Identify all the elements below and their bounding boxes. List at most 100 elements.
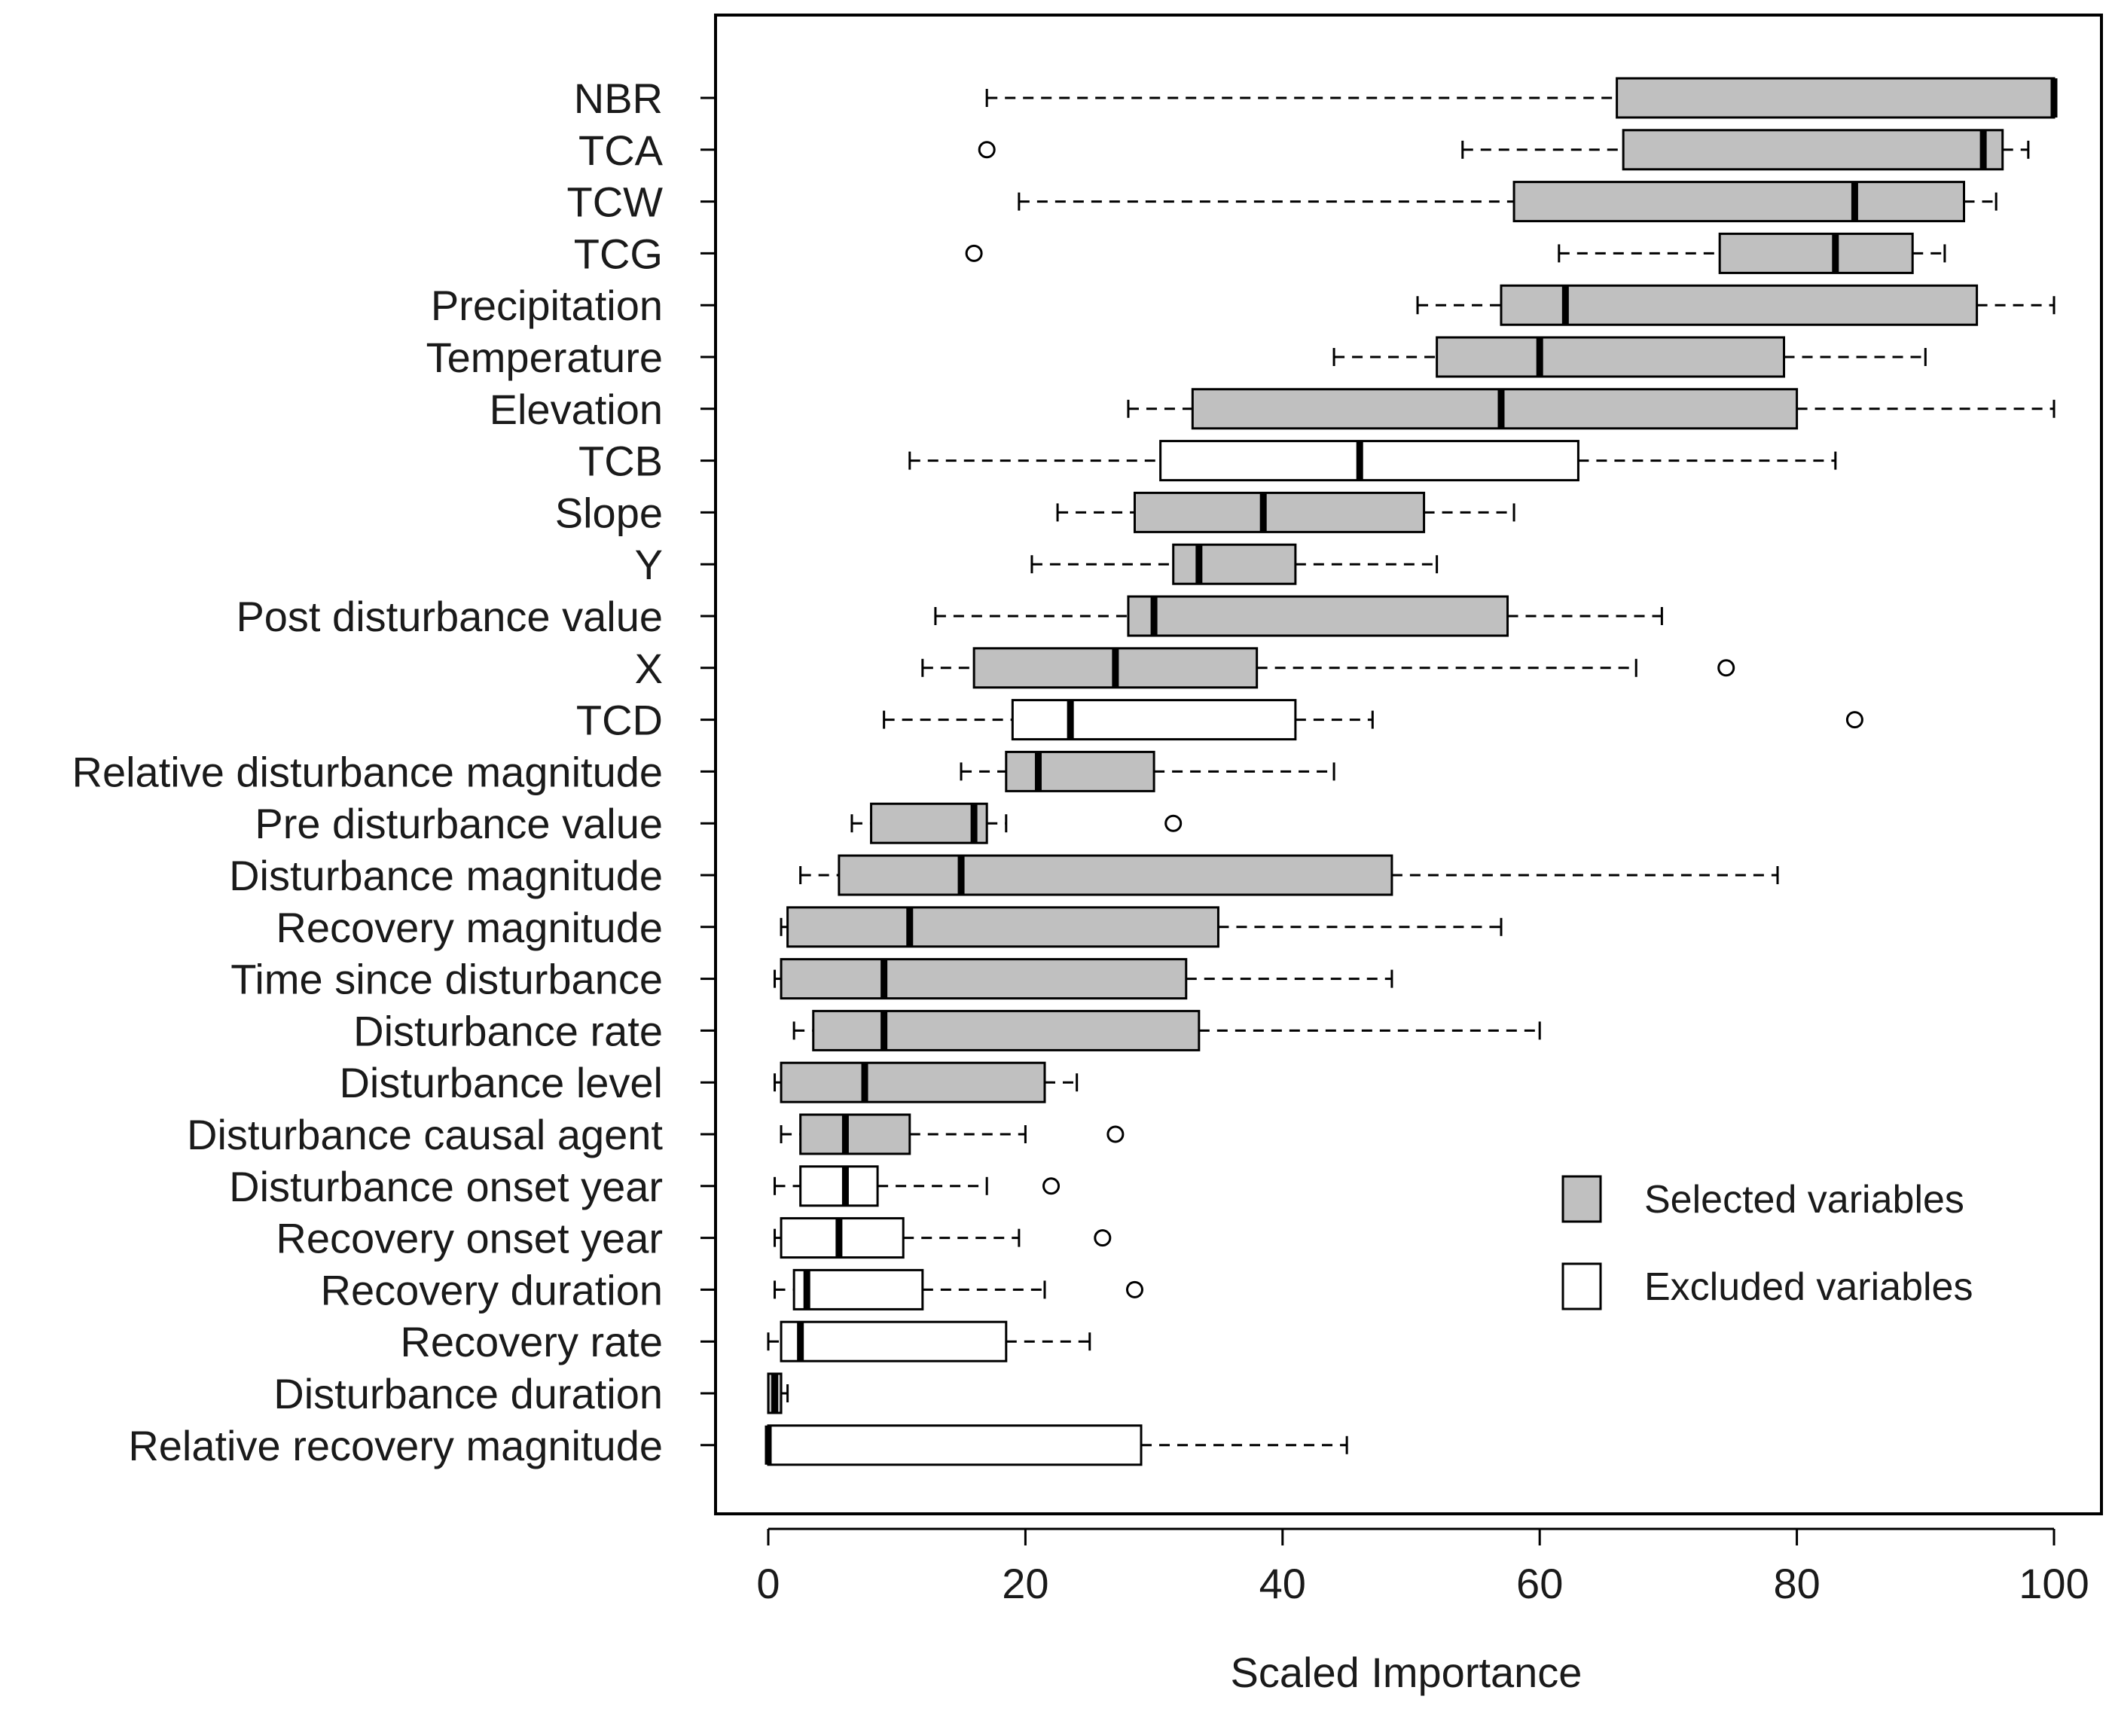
category-label: Pre disturbance value bbox=[255, 800, 663, 847]
box-tcg bbox=[700, 232, 1946, 274]
category-label: TCG bbox=[574, 230, 663, 277]
x-tick-label: 80 bbox=[1773, 1560, 1820, 1607]
legend-label-excluded: Excluded variables bbox=[1644, 1265, 1973, 1309]
box-post-disturbance-value bbox=[700, 595, 1663, 637]
category-label: TCD bbox=[576, 697, 663, 744]
outlier-point bbox=[1164, 814, 1183, 832]
box-iqr bbox=[1191, 388, 1799, 430]
box-recovery-magnitude bbox=[700, 906, 1503, 948]
category-label: Relative disturbance magnitude bbox=[72, 748, 663, 795]
box-temperature bbox=[700, 336, 1927, 378]
category-label: NBR bbox=[574, 75, 663, 122]
box-pre-disturbance-value bbox=[700, 802, 1183, 844]
category-label: Temperature bbox=[426, 334, 663, 381]
box-disturbance-magnitude bbox=[700, 854, 1779, 896]
category-label: Y bbox=[635, 541, 663, 588]
outlier-point bbox=[965, 244, 983, 262]
box-iqr bbox=[792, 1268, 924, 1310]
category-label: Disturbance rate bbox=[353, 1007, 663, 1054]
box-iqr bbox=[1133, 491, 1426, 533]
category-label: Recovery onset year bbox=[276, 1215, 663, 1262]
box-iqr bbox=[870, 802, 988, 844]
category-label: TCA bbox=[578, 127, 664, 174]
box-elevation bbox=[700, 388, 2056, 430]
category-label: X bbox=[635, 645, 663, 692]
x-tick-label: 0 bbox=[756, 1560, 780, 1607]
box-y bbox=[700, 543, 1439, 585]
box-iqr bbox=[780, 958, 1188, 1000]
box-disturbance-causal-agent bbox=[700, 1113, 1125, 1155]
box-series bbox=[700, 77, 2058, 1466]
box-iqr bbox=[838, 854, 1393, 896]
category-label: Time since disturbance bbox=[230, 956, 663, 1003]
box-iqr bbox=[1500, 284, 1979, 326]
box-iqr bbox=[780, 1320, 1008, 1362]
category-label: Disturbance causal agent bbox=[187, 1111, 663, 1158]
box-iqr bbox=[786, 906, 1219, 948]
box-iqr bbox=[1011, 699, 1297, 741]
x-tick-label: 100 bbox=[2019, 1560, 2089, 1607]
category-label: TCW bbox=[566, 178, 663, 226]
outlier-point bbox=[1845, 711, 1863, 729]
box-iqr bbox=[767, 1424, 1143, 1466]
category-label: Relative recovery magnitude bbox=[128, 1422, 663, 1469]
box-tca bbox=[700, 129, 2030, 171]
box-iqr bbox=[1005, 750, 1155, 792]
box-recovery-rate bbox=[700, 1320, 1091, 1362]
category-label: Post disturbance value bbox=[236, 593, 663, 640]
box-iqr bbox=[1512, 181, 1966, 223]
box-tcd bbox=[700, 699, 1863, 741]
box-disturbance-rate bbox=[700, 1009, 1541, 1051]
plot-frame bbox=[714, 14, 2103, 1515]
box-precipitation bbox=[700, 284, 2056, 326]
outlier-point bbox=[1094, 1229, 1112, 1247]
box-iqr bbox=[799, 1113, 911, 1155]
box-tcb bbox=[700, 440, 1837, 482]
box-relative-recovery-magnitude bbox=[700, 1424, 1348, 1466]
legend-swatch-selected bbox=[1561, 1175, 1602, 1223]
box-slope bbox=[700, 491, 1515, 533]
category-label: Precipitation bbox=[431, 282, 663, 329]
category-label: TCB bbox=[578, 438, 663, 485]
outlier-point bbox=[1717, 659, 1735, 677]
legend: Selected variables Excluded variables bbox=[1561, 1175, 1973, 1310]
box-relative-disturbance-magnitude bbox=[700, 750, 1335, 792]
category-label: Disturbance duration bbox=[273, 1370, 663, 1417]
box-iqr bbox=[1159, 440, 1579, 482]
box-iqr bbox=[1436, 336, 1786, 378]
outlier-point bbox=[1125, 1280, 1143, 1298]
box-iqr bbox=[799, 1165, 879, 1207]
box-disturbance-duration bbox=[700, 1372, 789, 1414]
x-axis-title: Scaled Importance bbox=[1231, 1649, 1582, 1696]
box-nbr bbox=[700, 77, 2058, 119]
box-recovery-duration bbox=[700, 1268, 1143, 1310]
category-label: Recovery magnitude bbox=[276, 904, 663, 951]
box-iqr bbox=[1622, 129, 2004, 171]
category-label: Disturbance onset year bbox=[229, 1163, 663, 1210]
box-disturbance-onset-year bbox=[700, 1165, 1061, 1207]
category-label: Elevation bbox=[490, 386, 663, 433]
box-iqr bbox=[1718, 232, 1914, 274]
category-label: Slope bbox=[555, 489, 663, 536]
box-tcw bbox=[700, 181, 1998, 223]
x-axis: 0 20 40 60 80 100 bbox=[756, 1527, 2089, 1607]
legend-swatch-excluded bbox=[1561, 1262, 1602, 1310]
box-iqr bbox=[1127, 595, 1509, 637]
x-tick-label: 20 bbox=[1002, 1560, 1048, 1607]
box-disturbance-level bbox=[700, 1061, 1079, 1103]
box-x bbox=[700, 647, 1735, 689]
box-recovery-onset-year bbox=[700, 1217, 1112, 1259]
box-iqr bbox=[812, 1009, 1201, 1051]
x-tick-label: 60 bbox=[1516, 1560, 1563, 1607]
legend-label-selected: Selected variables bbox=[1644, 1178, 1964, 1222]
box-time-since-disturbance bbox=[700, 958, 1393, 1000]
outlier-point bbox=[978, 141, 996, 159]
box-iqr bbox=[780, 1061, 1046, 1103]
category-label: Disturbance level bbox=[339, 1059, 663, 1106]
category-label: Recovery duration bbox=[321, 1266, 663, 1313]
box-iqr bbox=[1616, 77, 2056, 119]
x-tick-label: 40 bbox=[1259, 1560, 1306, 1607]
category-label: Recovery rate bbox=[400, 1318, 663, 1365]
box-iqr bbox=[1172, 543, 1297, 585]
